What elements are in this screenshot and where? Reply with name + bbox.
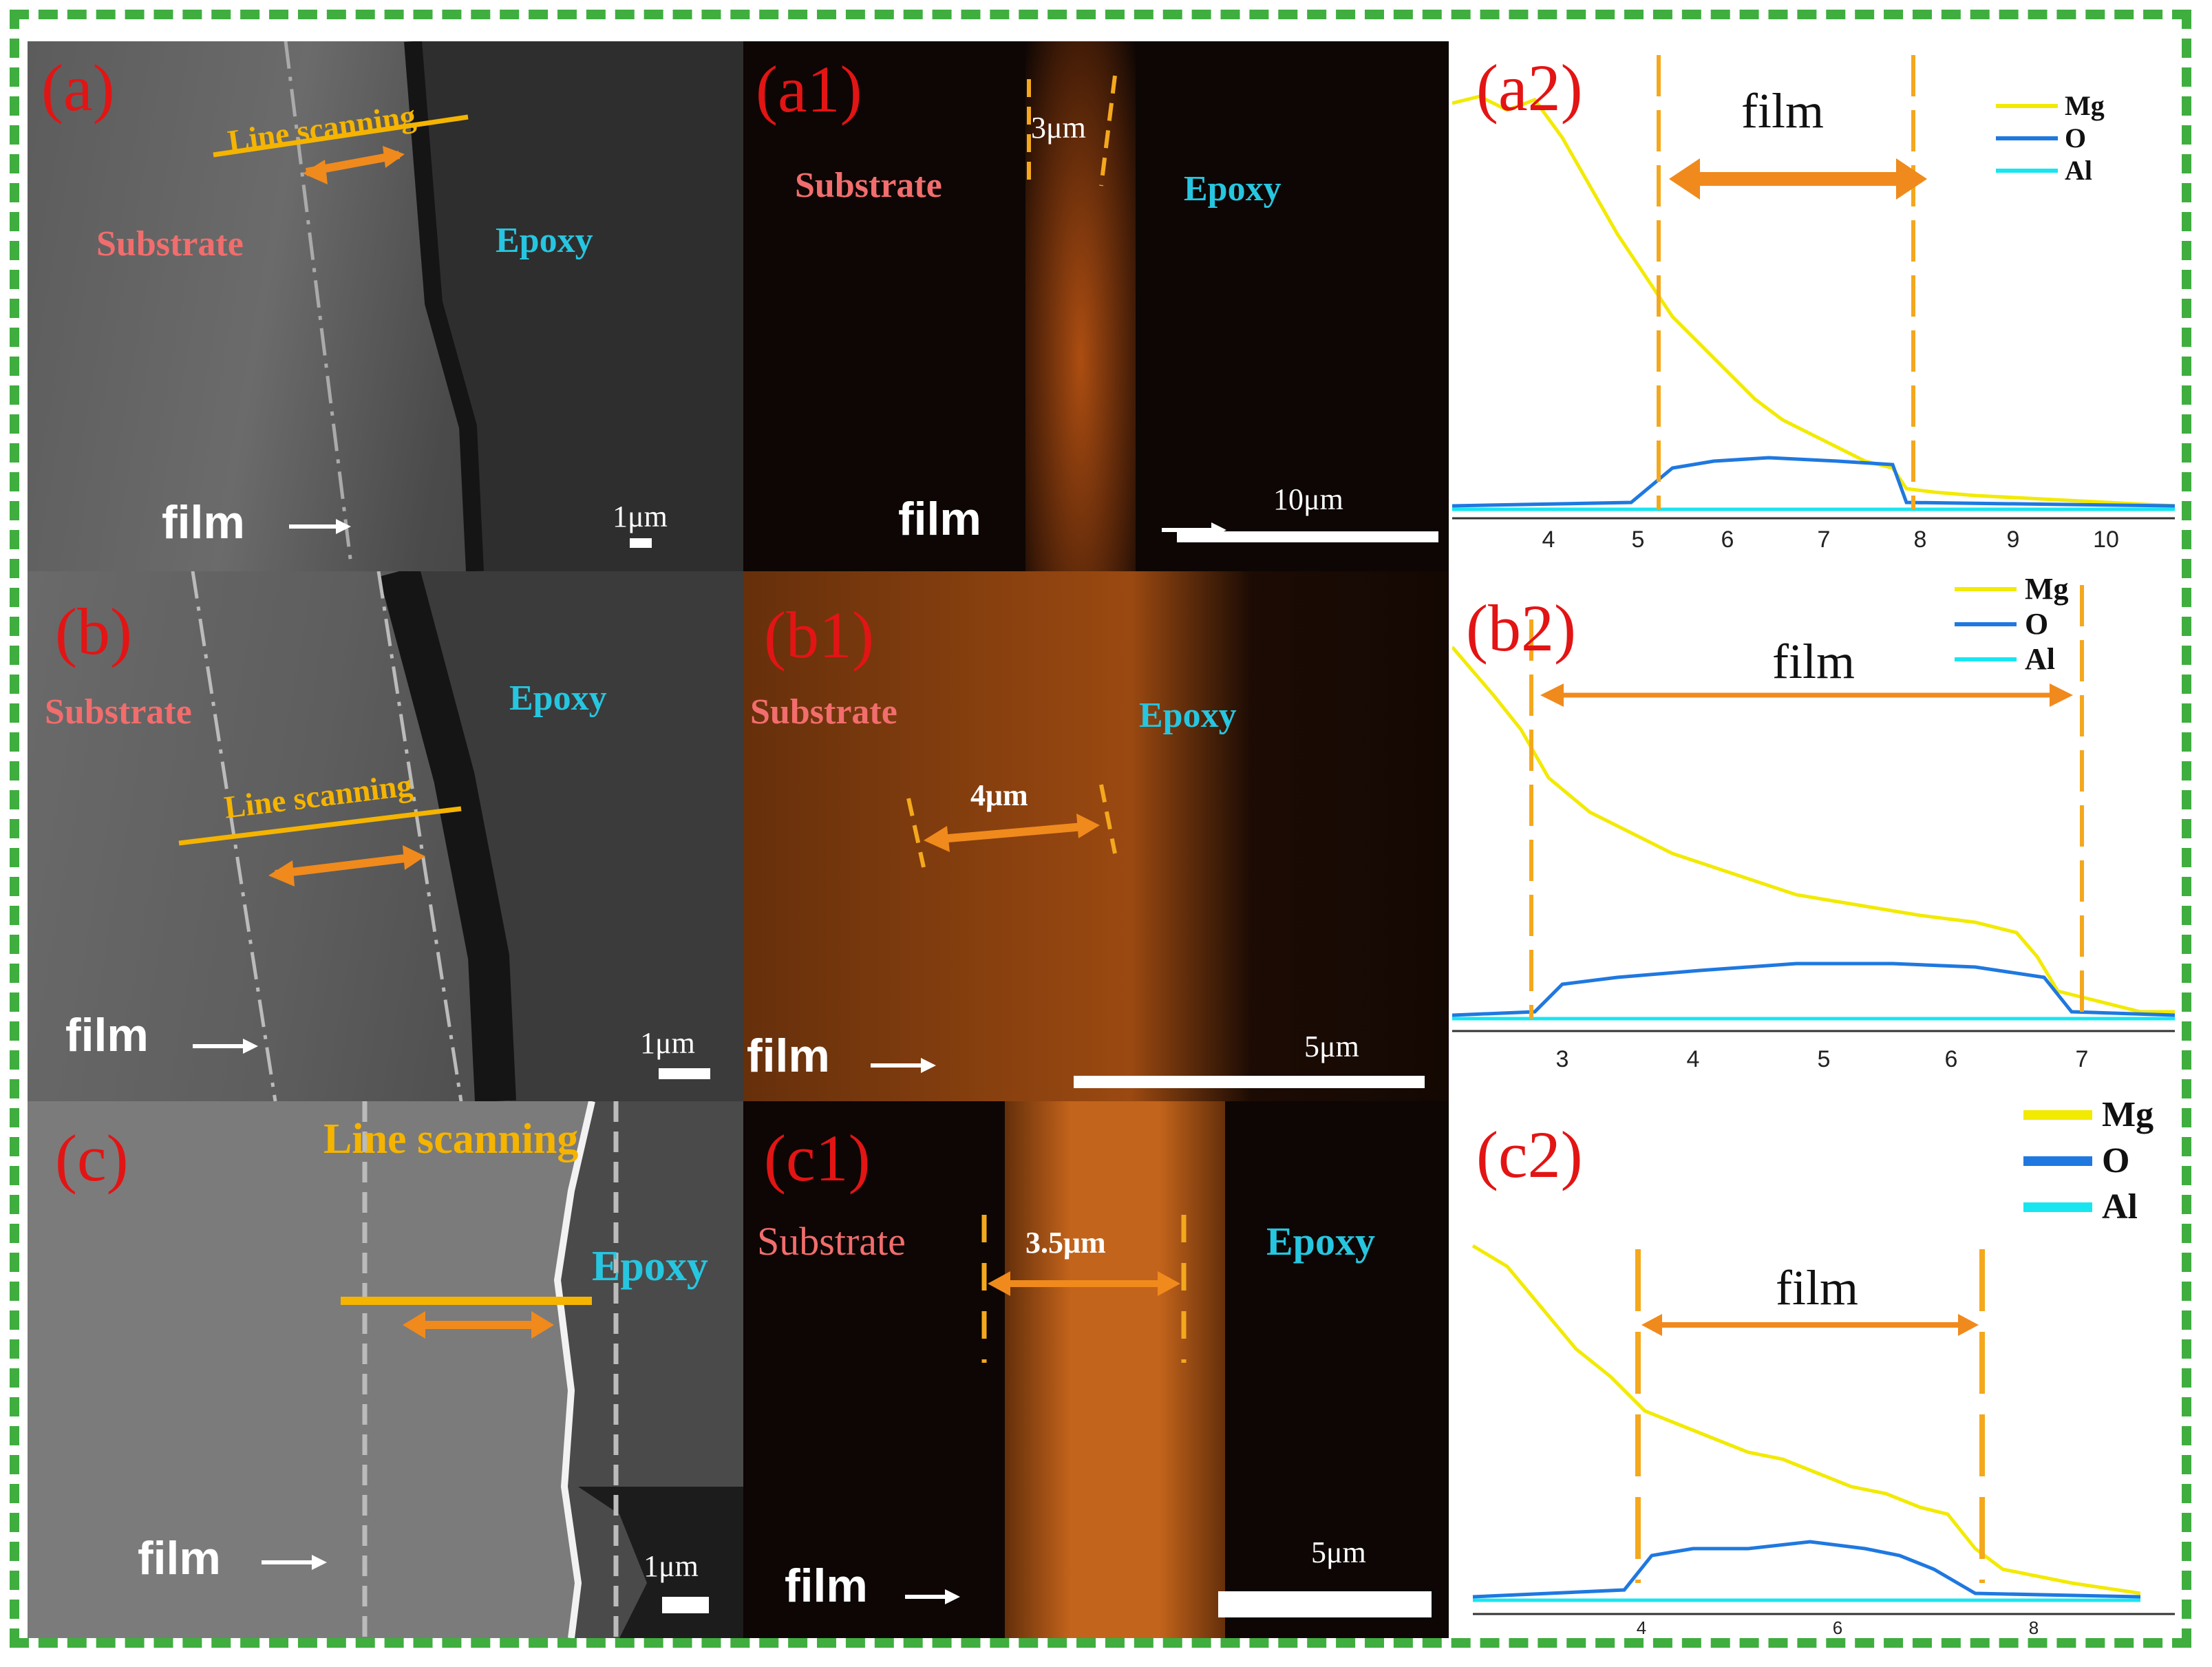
panel-a2-tick: 7	[1817, 527, 1831, 553]
panel-c1-epoxy-label: Epoxy	[1266, 1219, 1375, 1264]
panel-a2-legend: Mg O Al	[1996, 89, 2105, 187]
panel-c1-thickness: 3.5μm	[1025, 1226, 1106, 1260]
panel-b-scale-text: 1μm	[640, 1026, 695, 1060]
panel-c2-label: (c2)	[1476, 1118, 1583, 1191]
panel-b1-epoxy-label: Epoxy	[1139, 696, 1237, 735]
panel-a2-tick: 4	[1542, 527, 1555, 553]
panel-c-line-scanning-label: Line scanning	[323, 1116, 579, 1162]
panel-c1-scale-bar	[1218, 1591, 1432, 1617]
panel-c-scale-bar	[662, 1597, 709, 1613]
panel-a1-epoxy-label: Epoxy	[1184, 169, 1282, 209]
panel-c2-plot: (c2) film 4 6 8 Mg O Al	[1452, 1101, 2175, 1638]
panel-c2-film-label: film	[1776, 1260, 1858, 1315]
panel-b2-legend: Mg O Al	[1955, 571, 2069, 677]
panel-c1-eds: (c1) Substrate Epoxy 3.5μm film 5μm	[743, 1101, 1449, 1638]
panel-a2-tick: 8	[1913, 527, 1927, 553]
panel-b2-tick: 6	[1944, 1046, 1958, 1072]
panel-c1-scale-text: 5μm	[1311, 1536, 1366, 1569]
panel-c2-chart	[1471, 1244, 2175, 1615]
panel-a1-scale-text: 10μm	[1273, 482, 1343, 516]
panel-a1-substrate-label: Substrate	[795, 166, 942, 205]
panel-b-film-label: film	[65, 1009, 149, 1061]
panel-b1-label: (b1)	[764, 598, 874, 672]
panel-b1-film-label: film	[747, 1030, 830, 1082]
panel-a2-film-label: film	[1741, 83, 1824, 138]
panel-a2-chart	[1452, 55, 2175, 520]
panel-c-label: (c)	[55, 1121, 129, 1195]
panel-b1-scale-bar	[1074, 1076, 1425, 1088]
panel-b1-film-band	[743, 571, 1449, 1101]
legend-o: O	[2023, 1140, 2153, 1181]
panel-b-label: (b)	[55, 595, 132, 668]
panel-a-sem: (a) Line scanning Substrate Epoxy film 1…	[28, 41, 743, 571]
panel-c2-legend: Mg O Al	[2023, 1101, 2153, 1227]
panel-a1-thickness: 3μm	[1031, 111, 1086, 145]
panel-b2-film-label: film	[1772, 634, 1855, 689]
legend-al: Al	[1996, 154, 2105, 187]
panel-c2-tick: 8	[2028, 1617, 2039, 1638]
panel-b-substrate-label: Substrate	[45, 692, 192, 732]
legend-o: O	[1996, 122, 2105, 154]
panel-a2-tick: 9	[2006, 527, 2020, 553]
panel-c1-label: (c1)	[764, 1121, 871, 1195]
panel-a2-tick: 5	[1631, 527, 1645, 553]
panel-c-epoxy-label: Epoxy	[592, 1243, 708, 1290]
legend-mg: Mg	[1955, 571, 2069, 606]
panel-c-sem: (c) Line scanning Epoxy film 1μm	[28, 1101, 743, 1638]
panel-a-epoxy-label: Epoxy	[496, 221, 593, 260]
panel-b-epoxy-label: Epoxy	[509, 679, 607, 718]
panel-b2-plot: (b2) film 3 4 5 6 7 Mg O Al	[1452, 571, 2175, 1101]
figure-frame	[10, 10, 2191, 1648]
panel-a-scale-text: 1μm	[613, 500, 668, 533]
panel-c1-overlay	[905, 1215, 1187, 1604]
panel-c2-tick: 6	[1832, 1617, 1843, 1638]
panel-a2-tick: 6	[1721, 527, 1734, 553]
panel-b1-eds: (b1) Substrate Epoxy 4μm film 5μm	[743, 571, 1449, 1101]
legend-al: Al	[2023, 1187, 2153, 1227]
panel-c1-substrate-label: Substrate	[757, 1219, 906, 1264]
panel-b2-chart	[1452, 585, 2175, 1032]
panel-a1-film-label: film	[898, 493, 981, 545]
panel-a1-film-band	[1025, 41, 1136, 571]
panel-b1-overlay	[871, 784, 1117, 1073]
panel-a2-tick: 10	[2093, 527, 2119, 553]
panel-c-scale-text: 1μm	[644, 1549, 699, 1583]
panel-a-label: (a)	[41, 51, 115, 125]
panel-a-scale-bar	[630, 538, 652, 548]
panel-b2-tick: 7	[2075, 1046, 2089, 1072]
legend-o: O	[1955, 606, 2069, 641]
panel-b2-tick: 3	[1555, 1046, 1569, 1072]
panel-b-scale-bar	[659, 1068, 710, 1079]
panel-a2-label: (a2)	[1476, 51, 1583, 125]
panel-b1-scale-text: 5μm	[1304, 1030, 1359, 1063]
panel-a-substrate-label: Substrate	[96, 224, 244, 264]
legend-al: Al	[1955, 641, 2069, 677]
panel-b-sem: (b) Substrate Epoxy Line scanning film 1…	[28, 571, 743, 1101]
panel-b1-thickness: 4μm	[970, 778, 1028, 812]
panel-a-film-label: film	[162, 496, 245, 549]
panel-c-film-label: film	[138, 1532, 221, 1584]
panel-b2-tick: 5	[1817, 1046, 1831, 1072]
panel-b2-label: (b2)	[1466, 591, 1576, 665]
panel-b2-tick: 4	[1686, 1046, 1700, 1072]
legend-mg: Mg	[1996, 89, 2105, 122]
panel-c1-film-band	[1005, 1101, 1225, 1638]
panel-b1-substrate-label: Substrate	[750, 692, 897, 732]
panel-a1-eds: (a1) 3μm Substrate Epoxy film 10μm	[743, 41, 1449, 571]
panel-a-overlay	[213, 41, 743, 571]
panel-b-overlay	[178, 571, 743, 1101]
panel-c2-tick: 4	[1636, 1617, 1647, 1638]
panel-a2-plot: (a2) film 4 5 6 7 8 9 10 Mg O Al	[1452, 41, 2175, 571]
panel-a1-label: (a1)	[756, 52, 862, 126]
panel-a1-scale-bar	[1177, 531, 1438, 542]
panel-c1-film-label: film	[785, 1560, 868, 1612]
panel-c-overlay	[262, 1101, 743, 1638]
legend-mg: Mg	[2023, 1101, 2153, 1135]
